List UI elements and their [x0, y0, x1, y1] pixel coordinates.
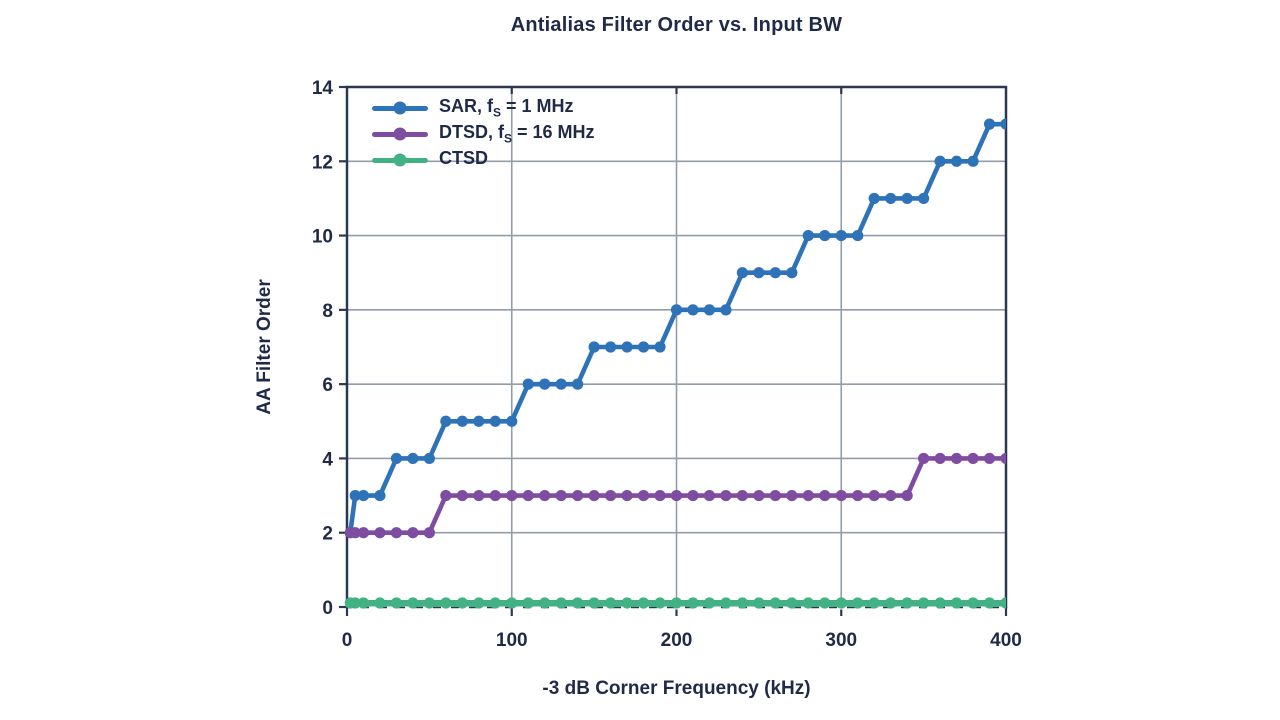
legend-line-marker-dtsd — [372, 127, 428, 141]
series-line-0 — [347, 121, 1006, 536]
svg-text:200: 200 — [661, 630, 693, 651]
svg-text:10: 10 — [312, 227, 333, 248]
legend: SAR, fS = 1 MHz DTSD, fS = 16 MHz CTSD — [372, 95, 595, 173]
series-group — [344, 118, 1006, 610]
legend-line-marker-ctsd — [372, 153, 428, 167]
legend-label-ctsd: CTSD — [439, 148, 488, 169]
legend-item-ctsd: CTSD — [372, 147, 595, 173]
tick-labels: 0 100 200 300 400 0 2 4 6 8 10 12 14 — [312, 78, 1022, 651]
svg-text:12: 12 — [312, 152, 333, 173]
gridlines — [347, 87, 1006, 607]
legend-label-dtsd: DTSD, fS = 16 MHz — [439, 122, 595, 146]
legend-item-sar: SAR, fS = 1 MHz — [372, 95, 595, 121]
svg-text:400: 400 — [990, 630, 1022, 651]
legend-line-marker-sar — [372, 101, 428, 115]
svg-text:300: 300 — [825, 630, 857, 651]
svg-text:4: 4 — [322, 449, 333, 470]
svg-text:8: 8 — [322, 301, 333, 322]
legend-label-sar: SAR, fS = 1 MHz — [439, 96, 574, 120]
svg-text:0: 0 — [322, 598, 333, 619]
legend-item-dtsd: DTSD, fS = 16 MHz — [372, 121, 595, 147]
svg-text:2: 2 — [322, 524, 333, 545]
svg-text:6: 6 — [322, 375, 333, 396]
svg-text:0: 0 — [342, 630, 353, 651]
svg-text:14: 14 — [312, 78, 334, 99]
svg-text:100: 100 — [496, 630, 528, 651]
chart-title: Antialias Filter Order vs. Input BW — [510, 14, 843, 36]
x-axis-title: -3 dB Corner Frequency (kHz) — [542, 678, 811, 699]
